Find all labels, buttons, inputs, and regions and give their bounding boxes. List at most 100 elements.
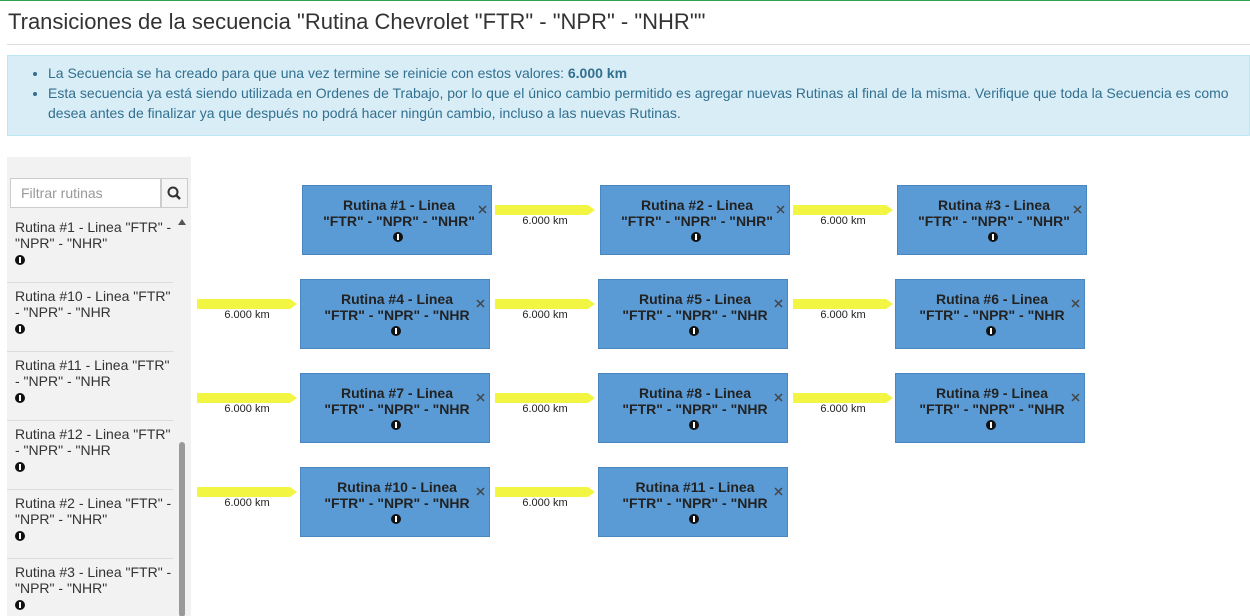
remove-button[interactable] bbox=[476, 483, 485, 501]
remove-button[interactable] bbox=[774, 389, 783, 407]
close-icon bbox=[774, 393, 783, 402]
remove-button[interactable] bbox=[1071, 295, 1080, 313]
routine-name: Rutina #10 - Linea "FTR" - "NPR" - "NHR bbox=[15, 288, 171, 320]
info-icon[interactable] bbox=[988, 232, 998, 242]
node-label: Rutina #1 - Linea "FTR" - "NPR" - "NHR" bbox=[323, 197, 475, 229]
scroll-up[interactable] bbox=[177, 217, 187, 227]
search-icon bbox=[167, 186, 181, 200]
info-icon[interactable] bbox=[986, 326, 996, 336]
transition-arrow bbox=[197, 487, 297, 497]
info-icon[interactable] bbox=[15, 600, 25, 610]
routine-node[interactable]: Rutina #3 - Linea "FTR" - "NPR" - "NHR" bbox=[897, 185, 1087, 255]
info-icon[interactable] bbox=[986, 420, 996, 430]
close-icon bbox=[776, 205, 785, 214]
remove-button[interactable] bbox=[476, 295, 485, 313]
remove-button[interactable] bbox=[776, 201, 785, 219]
transition-arrow bbox=[495, 487, 595, 497]
node-label: Rutina #3 - Linea "FTR" - "NPR" - "NHR" bbox=[918, 197, 1070, 229]
transition-arrow bbox=[495, 299, 595, 309]
info-icon[interactable] bbox=[391, 326, 401, 336]
routine-node[interactable]: Rutina #2 - Linea "FTR" - "NPR" - "NHR" bbox=[600, 185, 790, 255]
routine-list-item[interactable]: Rutina #12 - Linea "FTR" - "NPR" - "NHR bbox=[7, 421, 173, 490]
transition-arrow bbox=[793, 205, 893, 215]
alert-item: Esta secuencia ya está siendo utilizada … bbox=[48, 83, 1235, 123]
transition-label: 6.000 km bbox=[522, 215, 568, 227]
close-icon bbox=[1071, 393, 1080, 402]
remove-button[interactable] bbox=[774, 483, 783, 501]
close-icon bbox=[1073, 205, 1082, 214]
info-icon[interactable] bbox=[393, 232, 403, 242]
routine-node[interactable]: Rutina #8 - Linea "FTR" - "NPR" - "NHR bbox=[598, 373, 788, 443]
search-input[interactable]: Filtrar rutinas bbox=[10, 178, 161, 208]
page-title: Transiciones de la secuencia "Rutina Che… bbox=[8, 9, 706, 34]
routine-name: Rutina #1 - Linea "FTR" - "NPR" - "NHR" bbox=[15, 219, 172, 251]
routine-node[interactable]: Rutina #9 - Linea "FTR" - "NPR" - "NHR bbox=[895, 373, 1085, 443]
close-icon bbox=[476, 393, 485, 402]
transition-label: 6.000 km bbox=[820, 215, 866, 227]
transition-arrow bbox=[495, 205, 595, 215]
close-icon bbox=[476, 299, 485, 308]
info-icon[interactable] bbox=[15, 255, 25, 265]
routine-node[interactable]: Rutina #5 - Linea "FTR" - "NPR" - "NHR bbox=[598, 279, 788, 349]
transition-arrow bbox=[197, 393, 297, 403]
routine-node[interactable]: Rutina #7 - Linea "FTR" - "NPR" - "NHR bbox=[300, 373, 490, 443]
info-icon[interactable] bbox=[15, 324, 25, 334]
close-icon bbox=[774, 299, 783, 308]
remove-button[interactable] bbox=[1073, 201, 1082, 219]
remove-button[interactable] bbox=[1071, 389, 1080, 407]
info-icon[interactable] bbox=[15, 531, 25, 541]
routine-list-item[interactable]: Rutina #2 - Linea "FTR" - "NPR" - "NHR" bbox=[7, 490, 173, 559]
routine-node[interactable]: Rutina #1 - Linea "FTR" - "NPR" - "NHR" bbox=[302, 185, 492, 255]
routine-name: Rutina #11 - Linea "FTR" - "NPR" - "NHR bbox=[15, 357, 170, 389]
close-icon bbox=[476, 487, 485, 496]
sidebar: Filtrar rutinas Rutina #1 - Linea "FTR" … bbox=[7, 157, 191, 616]
node-label: Rutina #11 - Linea "FTR" - "NPR" - "NHR bbox=[622, 479, 768, 511]
info-icon[interactable] bbox=[15, 462, 25, 472]
routine-list-item[interactable]: Rutina #3 - Linea "FTR" - "NPR" - "NHR" bbox=[7, 559, 173, 616]
routine-name: Rutina #12 - Linea "FTR" - "NPR" - "NHR bbox=[15, 426, 171, 458]
transition-arrow bbox=[793, 299, 893, 309]
alert-item: La Secuencia se ha creado para que una v… bbox=[48, 63, 1235, 83]
info-icon[interactable] bbox=[689, 326, 699, 336]
info-icon[interactable] bbox=[391, 420, 401, 430]
node-label: Rutina #9 - Linea "FTR" - "NPR" - "NHR bbox=[919, 385, 1065, 417]
info-icon[interactable] bbox=[689, 420, 699, 430]
transition-label: 6.000 km bbox=[224, 497, 270, 509]
routine-name: Rutina #3 - Linea "FTR" - "NPR" - "NHR" bbox=[15, 564, 172, 596]
routine-name: Rutina #2 - Linea "FTR" - "NPR" - "NHR" bbox=[15, 495, 172, 527]
transition-label: 6.000 km bbox=[820, 403, 866, 415]
close-icon bbox=[478, 205, 487, 214]
routine-node[interactable]: Rutina #4 - Linea "FTR" - "NPR" - "NHR bbox=[300, 279, 490, 349]
scroll-thumb[interactable] bbox=[179, 442, 185, 616]
routine-node[interactable]: Rutina #11 - Linea "FTR" - "NPR" - "NHR bbox=[598, 467, 788, 537]
info-icon[interactable] bbox=[689, 514, 699, 524]
node-label: Rutina #8 - Linea "FTR" - "NPR" - "NHR bbox=[622, 385, 768, 417]
remove-button[interactable] bbox=[478, 201, 487, 219]
search-button[interactable] bbox=[161, 178, 188, 208]
transition-arrow bbox=[793, 393, 893, 403]
node-label: Rutina #2 - Linea "FTR" - "NPR" - "NHR" bbox=[621, 197, 773, 229]
info-icon[interactable] bbox=[391, 514, 401, 524]
transition-label: 6.000 km bbox=[522, 497, 568, 509]
transition-label: 6.000 km bbox=[522, 403, 568, 415]
info-icon[interactable] bbox=[15, 393, 25, 403]
transition-label: 6.000 km bbox=[224, 309, 270, 321]
remove-button[interactable] bbox=[476, 389, 485, 407]
node-label: Rutina #10 - Linea "FTR" - "NPR" - "NHR bbox=[324, 479, 470, 511]
alert-text: Esta secuencia ya está siendo utilizada … bbox=[48, 85, 1229, 121]
transition-label: 6.000 km bbox=[522, 309, 568, 321]
transition-label: 6.000 km bbox=[820, 309, 866, 321]
transition-arrow bbox=[197, 299, 297, 309]
routine-list-item[interactable]: Rutina #10 - Linea "FTR" - "NPR" - "NHR bbox=[7, 283, 173, 352]
node-label: Rutina #7 - Linea "FTR" - "NPR" - "NHR bbox=[324, 385, 470, 417]
routine-node[interactable]: Rutina #6 - Linea "FTR" - "NPR" - "NHR bbox=[895, 279, 1085, 349]
routine-list-item[interactable]: Rutina #11 - Linea "FTR" - "NPR" - "NHR bbox=[7, 352, 173, 421]
node-label: Rutina #4 - Linea "FTR" - "NPR" - "NHR bbox=[324, 291, 470, 323]
routine-list-item[interactable]: Rutina #1 - Linea "FTR" - "NPR" - "NHR" bbox=[7, 214, 173, 283]
info-icon[interactable] bbox=[691, 232, 701, 242]
close-icon bbox=[774, 487, 783, 496]
node-label: Rutina #5 - Linea "FTR" - "NPR" - "NHR bbox=[622, 291, 768, 323]
scrollbar[interactable] bbox=[177, 214, 187, 616]
routine-node[interactable]: Rutina #10 - Linea "FTR" - "NPR" - "NHR bbox=[300, 467, 490, 537]
remove-button[interactable] bbox=[774, 295, 783, 313]
